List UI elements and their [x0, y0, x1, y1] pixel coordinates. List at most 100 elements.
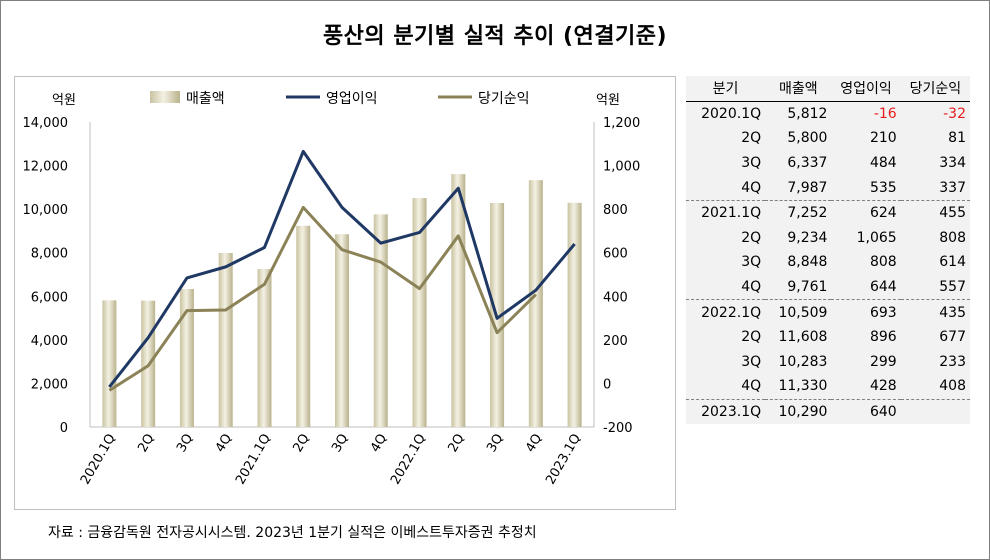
table-cell: 1,065 [831, 225, 901, 251]
table-cell: 484 [831, 150, 901, 176]
table-cell: 4Q [686, 374, 766, 400]
table-cell: 81 [900, 126, 970, 151]
table-cell: 896 [831, 324, 901, 350]
table-row: 2021.1Q 7,252 624 455 [686, 200, 970, 226]
table-cell: 7,252 [765, 200, 832, 226]
table-cell: 10,283 [765, 349, 832, 375]
table-cell: 10,509 [765, 299, 832, 325]
table-cell: 9,761 [765, 274, 832, 301]
right-tick-label: 800 [603, 203, 628, 218]
table-cell: 535 [831, 175, 901, 201]
table-cell: 2022.1Q [686, 299, 766, 325]
table-cell: 8,848 [765, 250, 832, 275]
left-tick-label: 2,000 [31, 377, 68, 392]
right-tick-label: 1,000 [603, 160, 640, 175]
table-cell: 4Q [686, 175, 766, 201]
table-row: 3Q 6,337 484 334 [686, 150, 970, 176]
table-cell: 5,800 [765, 126, 832, 151]
revenue-bar [218, 252, 233, 427]
x-tick-label: 3Q [174, 432, 196, 456]
revenue-bar [567, 202, 582, 427]
chart-title: 풍산의 분기별 실적 추이 (연결기준) [322, 24, 668, 49]
table-cell: 337 [900, 175, 970, 201]
table-cell: 233 [900, 349, 970, 375]
source-note: 자료 : 금융감독원 전자공시시스템. 2023년 1분기 실적은 이베스트투자… [48, 525, 537, 541]
table-cell: 7,987 [765, 175, 832, 201]
table-cell [900, 399, 970, 425]
revenue-bar [335, 234, 349, 427]
table-header-cell: 매출액 [765, 76, 832, 102]
revenue-bar [179, 288, 194, 427]
table-row: 2022.1Q 10,509 693 435 [686, 299, 970, 325]
table-cell: 2Q [686, 225, 766, 251]
left-tick-label: 10,000 [23, 203, 69, 218]
table-cell: 11,330 [765, 374, 832, 400]
table-cell: 808 [831, 250, 901, 275]
x-tick-label: 4Q [213, 432, 235, 456]
table-cell: 2Q [686, 324, 766, 350]
table-cell: 9,234 [765, 225, 832, 251]
x-tick-label: 2Q [135, 432, 157, 456]
net-income-line [108, 205, 537, 392]
table-cell: 644 [831, 274, 901, 301]
table-cell: 428 [831, 374, 901, 400]
table-cell: 455 [900, 200, 970, 226]
table-cell: 10,290 [765, 399, 832, 425]
revenue-bar [257, 269, 272, 427]
table-cell: 4Q [686, 274, 766, 301]
table-cell: 557 [900, 274, 970, 301]
table-header-cell: 분기 [686, 76, 766, 102]
table-cell: 640 [831, 399, 901, 425]
table-header-cell: 당기순익 [900, 76, 970, 102]
table-header-cell: 영업이익 [831, 76, 901, 102]
chart-area [14, 76, 676, 510]
table-row: 4Q 9,761 644 557 [686, 274, 970, 301]
revenue-bar [451, 174, 466, 427]
table-row: 3Q 8,848 808 614 [686, 250, 970, 275]
right-tick-label: 200 [603, 334, 628, 349]
revenue-bar [373, 214, 388, 427]
revenue-bar [412, 198, 427, 427]
left-tick-label: 14,000 [23, 116, 69, 131]
table-cell: 624 [831, 200, 901, 226]
x-tick-label: 2Q [290, 432, 312, 456]
legend-label: 당기순익 [478, 91, 530, 107]
table-row: 3Q 10,283 299 233 [686, 349, 970, 375]
table-cell: 5,812 [765, 101, 832, 127]
x-tick-label: 4Q [368, 432, 390, 456]
table-header-row: 분기 매출액 영업이익 당기순익 [686, 76, 970, 102]
right-tick-label: 600 [603, 247, 628, 262]
left-tick-label: 12,000 [23, 160, 69, 175]
table-cell: 3Q [686, 250, 766, 275]
table-cell: 2021.1Q [686, 200, 766, 226]
x-tick-label: 3Q [329, 432, 351, 456]
left-tick-label: 6,000 [31, 290, 68, 305]
table-row: 2Q 11,608 896 677 [686, 324, 970, 350]
left-axis-unit: 억원 [52, 93, 76, 108]
table-cell: 2020.1Q [686, 101, 766, 127]
table-cell: 677 [900, 324, 970, 350]
legend-label: 매출액 [186, 91, 225, 107]
table-cell: 6,337 [765, 150, 832, 176]
revenue-bar [528, 180, 543, 427]
table-cell: 614 [900, 250, 970, 275]
table-cell: 3Q [686, 150, 766, 176]
x-tick-label: 2022.1Q [388, 432, 429, 488]
right-tick-label: -200 [603, 421, 633, 436]
right-tick-label: 0 [603, 377, 611, 392]
x-tick-label: 2023.1Q [543, 432, 584, 488]
table-row: 2023.1Q 10,290 640 [686, 399, 970, 425]
table-row: 2Q 5,800 210 81 [686, 126, 970, 151]
table-cell: -32 [900, 101, 970, 127]
revenue-bar [102, 300, 117, 427]
table-cell: 334 [900, 150, 970, 176]
right-axis-unit: 억원 [596, 93, 620, 108]
legend-swatch-revenue [150, 91, 180, 103]
right-tick-label: 400 [603, 290, 628, 305]
table-row: 2Q 9,234 1,065 808 [686, 225, 970, 251]
x-tick-label: 2Q [446, 432, 468, 456]
right-tick-label: 1,200 [603, 116, 640, 131]
operating-profit-line [108, 149, 576, 388]
table-row: 2020.1Q 5,812 -16 -32 [686, 101, 970, 127]
legend-label: 영업이익 [326, 91, 378, 107]
